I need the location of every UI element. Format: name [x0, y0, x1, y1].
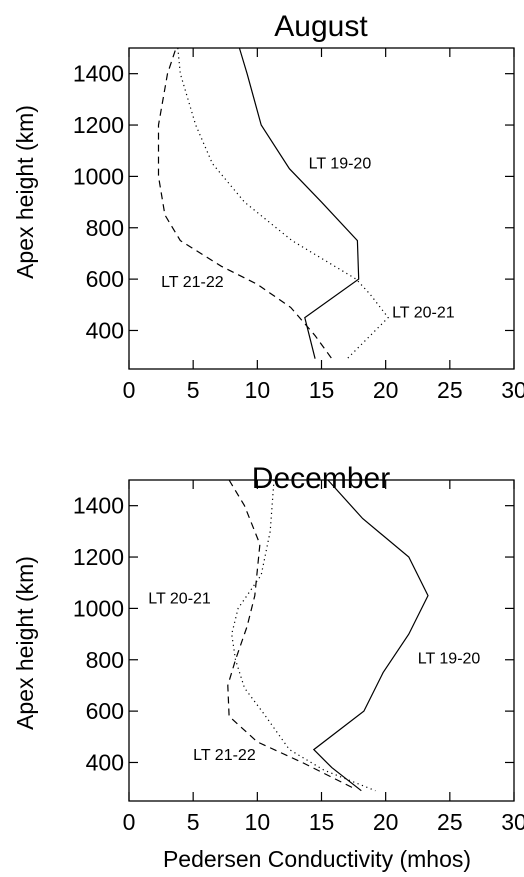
plot-frame [128, 47, 515, 370]
y-axis-label: Apex height (km) [12, 105, 38, 279]
series-group: LT 19-20 LT 20-21 LT 21-22 [157, 47, 455, 360]
x-tick-label: 30 [501, 809, 524, 835]
series-label: LT 20-21 [148, 590, 211, 607]
x-tick-label: 10 [245, 809, 271, 835]
series-line-dashed [227, 479, 354, 789]
x-tick-label: 20 [373, 377, 399, 403]
series-label: LT 21-22 [193, 747, 256, 764]
x-tick-label: 5 [187, 377, 200, 403]
y-tick-label: 1000 [73, 595, 124, 621]
x-ticks: 0 5 10 15 20 25 30 [123, 48, 524, 403]
y-tick-label: 400 [86, 317, 124, 343]
x-tick-label: 5 [187, 809, 200, 835]
series-group: LT 19-20 LT 20-21 LT 21-22 [148, 479, 481, 792]
x-tick-label: 25 [437, 809, 463, 835]
chart-title: December [252, 462, 390, 495]
x-ticks: 0 5 10 15 20 25 30 [123, 480, 524, 835]
x-tick-label: 20 [373, 809, 399, 835]
series-line-dashed [157, 50, 333, 360]
x-tick-label: 0 [123, 809, 136, 835]
y-ticks: 400 600 800 1000 1200 1400 [73, 61, 514, 343]
series-label: LT 20-21 [392, 305, 455, 322]
y-tick-label: 400 [86, 749, 124, 775]
plot-frame [128, 479, 515, 802]
y-tick-label: 1200 [73, 544, 124, 570]
x-tick-label: 15 [309, 377, 335, 403]
y-ticks: 400 600 800 1000 1200 1400 [73, 493, 514, 775]
series-label: LT 21-22 [161, 274, 224, 291]
series-label: LT 19-20 [418, 651, 481, 668]
y-tick-label: 1400 [73, 61, 124, 87]
y-tick-label: 800 [86, 647, 124, 673]
x-tick-label: 30 [501, 377, 524, 403]
y-tick-label: 1000 [73, 163, 124, 189]
y-axis-label: Apex height (km) [12, 556, 38, 730]
series-line-solid [238, 47, 360, 359]
chart-title: August [274, 10, 368, 43]
x-tick-label: 25 [437, 377, 463, 403]
series-label: LT 19-20 [309, 156, 372, 173]
y-tick-label: 800 [86, 215, 124, 241]
x-tick-label: 10 [245, 377, 271, 403]
chart-december: December Apex height (km) 400 600 800 1000 1… [12, 462, 524, 835]
x-tick-label: 15 [309, 809, 335, 835]
series-line-dotted [177, 47, 389, 360]
y-tick-label: 600 [86, 266, 124, 292]
series-line-solid [312, 479, 429, 792]
chart-august: August Apex height (km) 400 600 800 1000 120… [12, 10, 524, 403]
x-axis-label: Pedersen Conductivity (mhos) [163, 846, 471, 872]
series-line-dotted [231, 479, 376, 792]
y-tick-label: 1200 [73, 112, 124, 138]
y-tick-label: 1400 [73, 493, 124, 519]
x-tick-label: 0 [123, 377, 136, 403]
y-tick-label: 600 [86, 698, 124, 724]
